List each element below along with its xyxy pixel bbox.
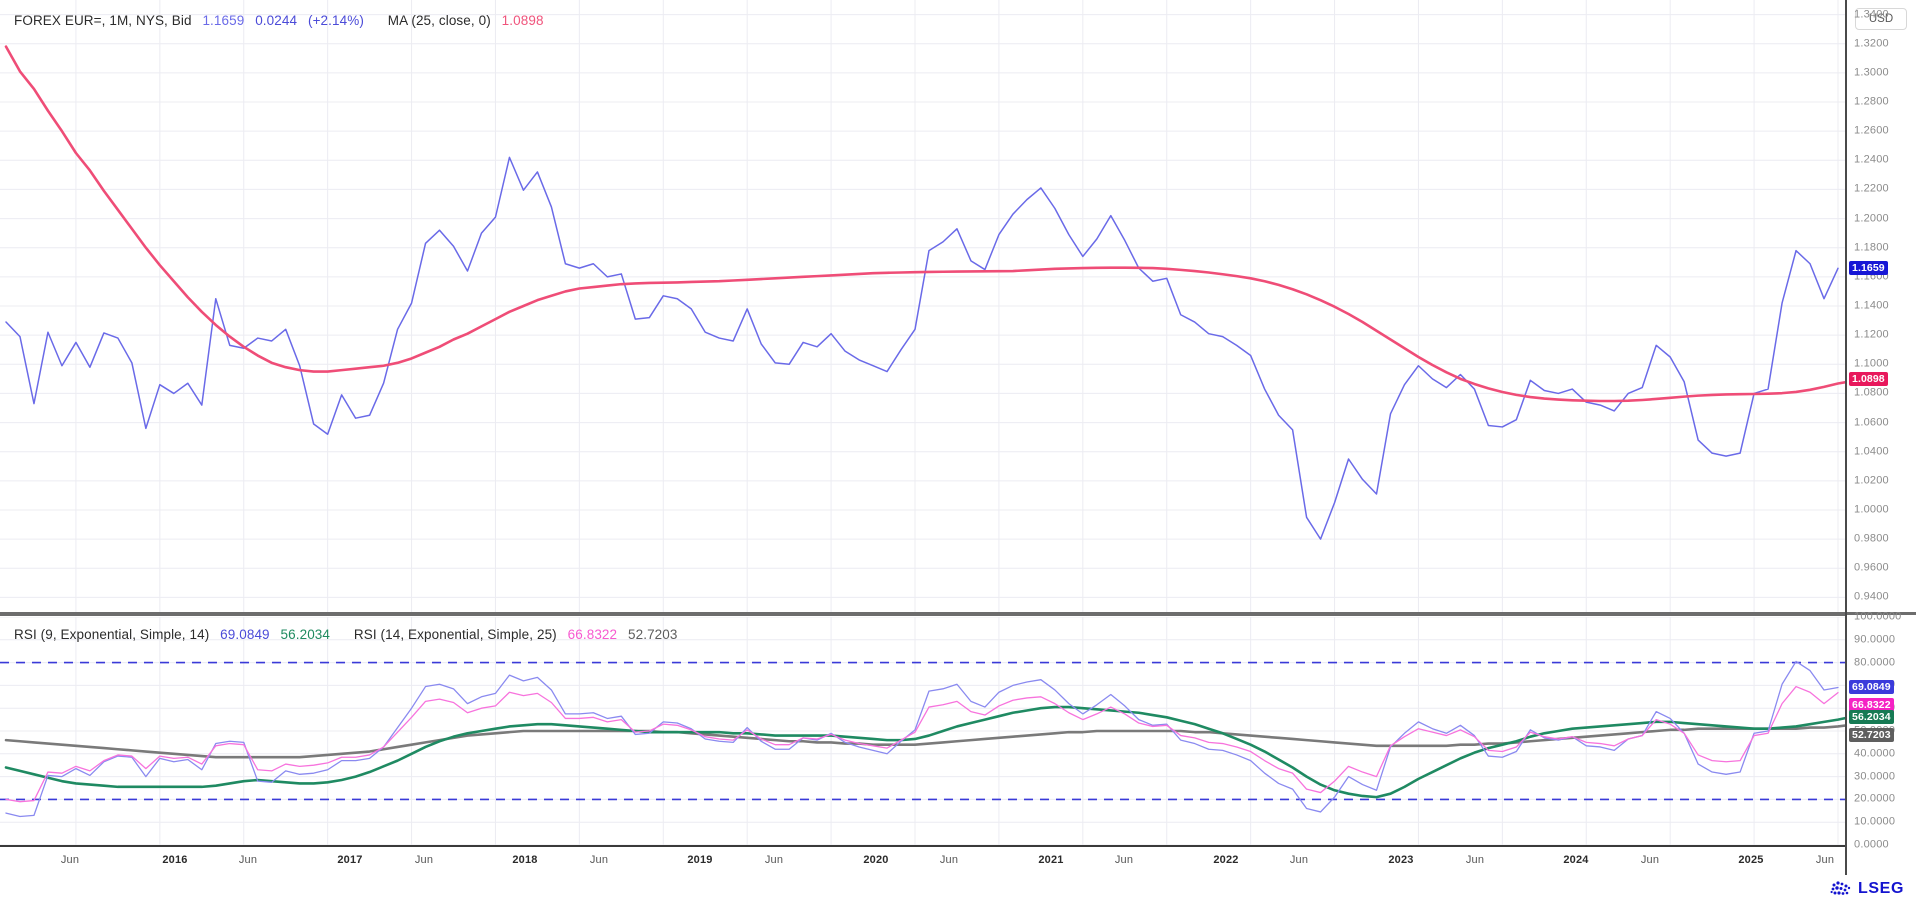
date-axis-month-label: Jun (939, 854, 959, 866)
lseg-wordmark: LSEG (1858, 880, 1904, 897)
rsi-chart-panel[interactable] (0, 617, 1845, 845)
price-axis-tick: 1.2600 (1854, 124, 1889, 137)
rsi9-value-tag: 69.0849 (1849, 680, 1894, 695)
price-axis-tick: 1.0600 (1854, 416, 1889, 429)
right-price-axis[interactable]: USD 1.3400 1.3200 1.3000 1.2800 1.2600 1.2400… (1845, 0, 1916, 875)
price-axis-tick: 1.0400 (1854, 445, 1889, 458)
date-axis-year-label: 2022 (1213, 854, 1239, 866)
price-value-tag: 1.1659 (1849, 261, 1888, 276)
price-axis-tick: 1.1200 (1854, 328, 1889, 341)
date-axis-year-label: 2017 (337, 854, 363, 866)
date-axis-month-label: Jun (589, 854, 609, 866)
date-axis-month-label: Jun (1114, 854, 1134, 866)
currency-unit-label: USD (1855, 8, 1907, 30)
date-axis-month-label: Jun (60, 854, 80, 866)
price-axis-tick: 1.0800 (1854, 386, 1889, 399)
date-axis-month-label: Jun (414, 854, 434, 866)
price-change: 0.0244 (255, 13, 298, 28)
lseg-mark-icon (1830, 881, 1851, 895)
price-axis-tick: 1.3200 (1854, 37, 1889, 50)
rsi9-smooth-value: 56.2034 (280, 627, 331, 642)
panel-divider (0, 612, 1845, 616)
date-axis-year-label: 2021 (1038, 854, 1064, 866)
date-axis-year-label: 2024 (1563, 854, 1589, 866)
price-axis-tick: 1.1400 (1854, 299, 1889, 312)
rsi9-smooth-value-tag: 56.2034 (1849, 709, 1894, 724)
rsi-plot (0, 617, 1845, 845)
date-axis[interactable]: Jun 2016 Jun 2017 Jun 2018 Jun 2019 Jun 2020 Jun 20… (0, 845, 1845, 877)
rsi-legend: RSI (9, Exponential, Simple, 14) 69.0849… (14, 628, 678, 642)
price-axis-tick: 0.9800 (1854, 532, 1889, 545)
rsi14-value-tag: 66.8322 (1849, 697, 1894, 712)
price-axis-tick: 1.1000 (1854, 357, 1889, 370)
date-axis-month-label: Jun (1289, 854, 1309, 866)
rsi-axis-tick: 10.0000 (1854, 815, 1896, 828)
bottom-strip: LSEG (0, 875, 1916, 905)
date-axis-month-label: Jun (1640, 854, 1660, 866)
price-chart-panel[interactable] (0, 0, 1845, 612)
date-axis-year-label: 2023 (1388, 854, 1414, 866)
rsi-axis-tick: 20.0000 (1854, 792, 1896, 805)
rsi9-value: 69.0849 (220, 627, 270, 642)
price-plot (0, 0, 1845, 612)
date-axis-year-label: 2020 (863, 854, 889, 866)
rsi14-value: 66.8322 (567, 627, 618, 642)
rsi9-label: RSI (9, Exponential, Simple, 14) (14, 627, 210, 642)
rsi-axis-tick: 90.0000 (1854, 633, 1896, 646)
rsi-axis-tick: 40.0000 (1854, 747, 1896, 760)
price-axis-tick: 0.9600 (1854, 561, 1889, 574)
last-price: 1.1659 (202, 13, 245, 28)
price-axis-tick: 1.2200 (1854, 182, 1889, 195)
price-change-pct: (+2.14%) (307, 13, 364, 28)
price-axis-tick: 1.3400 (1854, 8, 1889, 21)
date-axis-month-label: Jun (764, 854, 784, 866)
instrument-label: FOREX EUR=, 1M, NYS, Bid (14, 13, 192, 28)
rsi-axis-tick: 80.0000 (1854, 656, 1896, 669)
date-axis-year-label: 2016 (162, 854, 188, 866)
date-axis-month-label: Jun (1815, 854, 1835, 866)
date-axis-month-label: Jun (238, 854, 258, 866)
date-axis-month-label: Jun (1465, 854, 1485, 866)
price-axis-tick: 1.3000 (1854, 66, 1889, 79)
rsi14-label: RSI (14, Exponential, Simple, 25) (353, 627, 557, 642)
rsi-axis-tick: 100.0000 (1854, 610, 1902, 623)
date-axis-year-label: 2025 (1738, 854, 1764, 866)
ma-indicator-label: MA (25, close, 0) (387, 13, 491, 28)
price-axis-tick: 1.0200 (1854, 474, 1889, 487)
rsi-axis-tick: 0.0000 (1854, 838, 1889, 851)
price-axis-tick: 1.2400 (1854, 153, 1889, 166)
rsi-axis-tick: 30.0000 (1854, 770, 1896, 783)
price-axis-tick: 1.0000 (1854, 503, 1889, 516)
price-legend: FOREX EUR=, 1M, NYS, Bid 1.1659 0.0244 (… (14, 14, 544, 28)
axis-panel-separator (1847, 612, 1916, 615)
date-axis-year-label: 2018 (512, 854, 538, 866)
lseg-logo: LSEG (1830, 880, 1904, 898)
date-axis-year-label: 2019 (687, 854, 713, 866)
ma-value: 1.0898 (501, 13, 544, 28)
rsi14-smooth-value-tag: 52.7203 (1849, 727, 1894, 742)
price-axis-tick: 1.2000 (1854, 212, 1889, 225)
price-axis-tick: 0.9400 (1854, 590, 1889, 603)
price-axis-tick: 1.1600 (1854, 270, 1889, 283)
ma-value-tag: 1.0898 (1849, 372, 1888, 387)
rsi14-smooth-value: 52.7203 (628, 627, 678, 642)
price-axis-tick: 1.2800 (1854, 95, 1889, 108)
price-axis-tick: 1.1800 (1854, 241, 1889, 254)
